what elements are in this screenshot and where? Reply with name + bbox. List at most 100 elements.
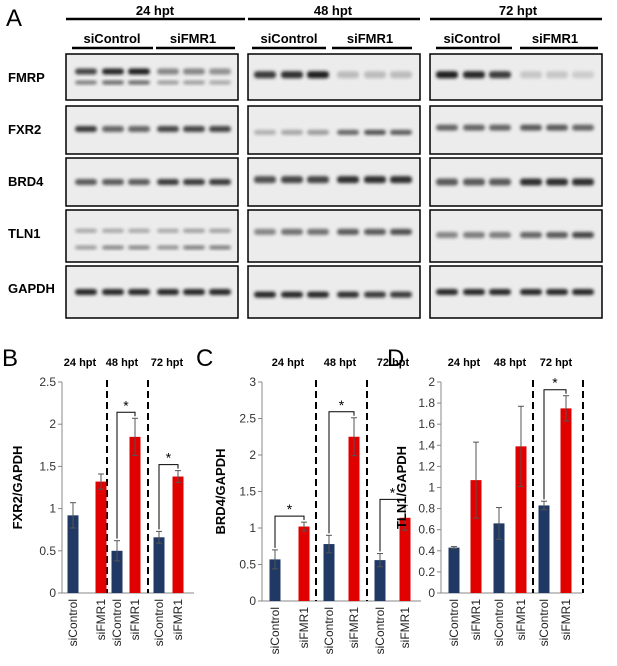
- bar: [374, 560, 386, 601]
- y-tick-label: 0.4: [418, 544, 435, 558]
- y-tick-label: 1.2: [418, 459, 435, 473]
- y-tick-label: 1.5: [39, 459, 56, 473]
- blot-fxr2-1: [65, 105, 239, 155]
- y-tick-label: 1.6: [418, 417, 435, 431]
- bar: [269, 559, 281, 601]
- category-label: siFMR1: [171, 599, 185, 641]
- y-tick-label: 1.8: [418, 396, 435, 410]
- blot-group-sicontrol-48: siControl: [260, 31, 317, 46]
- category-label: siControl: [268, 607, 282, 654]
- category-label: siFMR1: [94, 599, 108, 641]
- significance-bracket: [116, 411, 136, 539]
- protein-label-fxr2: FXR2: [8, 122, 41, 137]
- category-label: siFMR1: [128, 599, 142, 641]
- fxr2-bar-chart: B 0 0.5 1 1.5 2 2.5 FXR2/GAPDH 24 hpt 48 hpt 72 hp…: [2, 345, 194, 646]
- bar: [515, 446, 527, 593]
- y-tick-label: 0: [49, 586, 56, 600]
- significance-star: *: [123, 397, 129, 413]
- significance-bracket: [274, 515, 305, 548]
- y-tick-label: 1: [428, 481, 435, 495]
- category-label: siFMR1: [469, 599, 483, 641]
- category-label: siControl: [152, 599, 166, 646]
- y-tick-label: 0.5: [39, 544, 56, 558]
- y-tick-label: 0.6: [418, 523, 435, 537]
- category-label: siControl: [447, 599, 461, 646]
- category-label: siControl: [110, 599, 124, 646]
- blot-gapdh-3: [429, 265, 603, 319]
- y-tick-label: 1: [249, 521, 256, 535]
- blot-tln1-3: [429, 209, 603, 263]
- y-tick-label: 0.2: [418, 565, 435, 579]
- blot-gapdh-1: [65, 265, 239, 319]
- blot-tln1-2: [247, 209, 421, 263]
- bar: [538, 505, 550, 593]
- timepoint-label: 48 hpt: [106, 357, 139, 369]
- y-axis-label: TLN1/GAPDH: [394, 446, 409, 529]
- panel-letter-d: D: [387, 345, 404, 372]
- blot-brd4-2: [247, 157, 421, 207]
- y-axis-label: FXR2/GAPDH: [10, 446, 25, 530]
- y-tick-label: 0: [428, 586, 435, 600]
- y-tick-label: 2.5: [39, 375, 56, 389]
- significance-star: *: [339, 397, 345, 413]
- timepoint-label: 24 hpt: [64, 357, 97, 369]
- blot-timepoint-24: 24 hpt: [136, 3, 175, 18]
- timepoint-label: 72 hpt: [540, 357, 573, 369]
- blot-group-sicontrol-72: siControl: [443, 31, 500, 46]
- category-label: siControl: [66, 599, 80, 646]
- category-label: siFMR1: [398, 607, 412, 649]
- significance-bracket: [379, 498, 406, 552]
- y-tick-label: 0.8: [418, 502, 435, 516]
- y-tick-label: 2: [49, 417, 56, 431]
- blot-fxr2-3: [429, 105, 603, 155]
- y-tick-label: 1.5: [239, 485, 256, 499]
- panel-letter-c: C: [196, 345, 213, 372]
- blot-group-sicontrol-24: siControl: [83, 31, 140, 46]
- blot-timepoint-72: 72 hpt: [499, 3, 538, 18]
- western-blot-panel: A 24 hpt 48 hpt 72 hpt siControl siFMR1 …: [6, 3, 603, 319]
- timepoint-label: 72 hpt: [151, 357, 184, 369]
- bar: [493, 523, 505, 593]
- panel-letter-b: B: [2, 345, 18, 372]
- timepoint-label: 72 hpt: [377, 357, 410, 369]
- y-tick-label: 1.4: [418, 438, 435, 452]
- blot-images: [65, 53, 603, 319]
- significance-star: *: [287, 501, 293, 517]
- y-tick-label: 3: [249, 375, 256, 389]
- brd4-bar-chart: C 0 0.5 1 1.5 2 2.5 3 BRD4/GAPDH 24 hpt 48 hpt 72 h…: [196, 345, 421, 654]
- significance-star: *: [166, 450, 172, 466]
- y-tick-label: 1: [49, 502, 56, 516]
- blot-group-sifmr1-24: siFMR1: [170, 31, 216, 46]
- panel-letter-a: A: [6, 5, 22, 32]
- category-label: siFMR1: [347, 607, 361, 649]
- significance-bracket: [543, 389, 567, 500]
- y-tick-label: 0.5: [239, 558, 256, 572]
- bar: [298, 526, 310, 601]
- timepoint-label: 24 hpt: [272, 357, 305, 369]
- blot-group-sifmr1-72: siFMR1: [532, 31, 578, 46]
- protein-label-brd4: BRD4: [8, 174, 44, 189]
- category-label: siControl: [373, 607, 387, 654]
- timepoint-label: 24 hpt: [448, 357, 481, 369]
- y-tick-label: 2: [249, 448, 256, 462]
- timepoint-label: 48 hpt: [494, 357, 527, 369]
- blot-fmrp-1: [65, 53, 239, 101]
- timepoint-label: 48 hpt: [324, 357, 357, 369]
- bar: [129, 436, 141, 593]
- y-tick-label: 2.5: [239, 412, 256, 426]
- category-label: siFMR1: [297, 607, 311, 649]
- blot-group-sifmr1-48: siFMR1: [347, 31, 393, 46]
- blot-gapdh-2: [247, 265, 421, 319]
- blot-fmrp-2: [247, 53, 421, 101]
- category-label: siControl: [492, 599, 506, 646]
- blot-fxr2-2: [247, 105, 421, 155]
- bar: [95, 481, 107, 593]
- blot-timepoint-48: 48 hpt: [314, 3, 353, 18]
- bar: [560, 408, 572, 593]
- bar: [172, 476, 184, 593]
- bar: [153, 537, 165, 593]
- category-label: siFMR1: [559, 599, 573, 641]
- category-label: siControl: [322, 607, 336, 654]
- bar: [470, 480, 482, 593]
